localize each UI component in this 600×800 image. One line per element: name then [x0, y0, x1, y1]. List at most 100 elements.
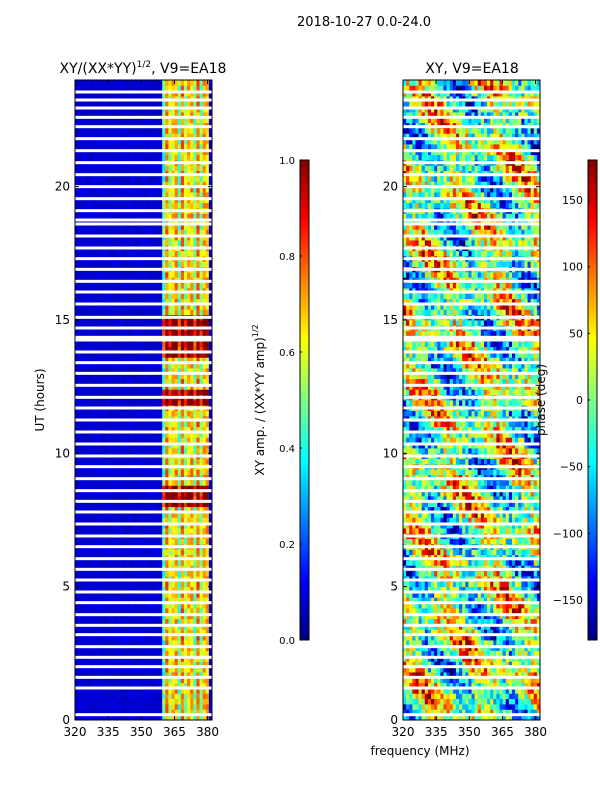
amplitude-cell [183, 602, 188, 609]
amplitude-cell [174, 186, 179, 193]
amplitude-cell [208, 490, 212, 497]
amplitude-cell [99, 688, 104, 694]
amplitude-cell [165, 629, 169, 636]
amplitude-cell [180, 714, 185, 720]
amplitude-cell [124, 176, 129, 182]
amplitude-cell [171, 304, 176, 310]
amplitude-cell [75, 512, 79, 518]
amplitude-cell [118, 602, 123, 609]
amplitude-cell [202, 469, 207, 476]
amplitude-cell [152, 517, 157, 524]
amplitude-cell [106, 362, 110, 369]
amplitude-cell [196, 341, 200, 348]
amplitude-cell [137, 666, 141, 673]
amplitude-cell [199, 592, 204, 598]
amplitude-cell [103, 133, 107, 140]
amplitude-cell [168, 496, 172, 502]
amplitude-cell [96, 176, 101, 182]
amplitude-cell [118, 341, 123, 348]
amplitude-cell [159, 341, 163, 348]
amplitude-cell [81, 410, 85, 417]
amplitude-cell [112, 186, 116, 193]
amplitude-cell [171, 234, 176, 241]
amplitude-cell [127, 496, 132, 502]
amplitude-cell [90, 586, 95, 593]
amplitude-cell [90, 432, 95, 438]
amplitude-cell [159, 698, 163, 705]
amplitude-cell [99, 704, 104, 710]
amplitude-cell [90, 682, 95, 689]
amplitude-cell [90, 138, 95, 145]
amplitude-cell [171, 666, 176, 673]
amplitude-cell [137, 517, 141, 524]
amplitude-cell [205, 688, 210, 694]
amplitude-cell [87, 512, 91, 518]
amplitude-cell [155, 330, 160, 337]
amplitude-cell [146, 490, 151, 497]
amplitude-cell [168, 506, 172, 513]
amplitude-cell [155, 400, 160, 406]
amplitude-cell [171, 197, 176, 204]
amplitude-cell [93, 469, 98, 476]
amplitude-cell [75, 442, 79, 449]
amplitude-cell [81, 693, 85, 700]
amplitude-cell [127, 293, 132, 300]
amplitude-cell [124, 538, 129, 545]
amplitude-cell [146, 517, 151, 524]
amplitude-cell [75, 506, 79, 513]
amplitude-cell [208, 304, 212, 310]
amplitude-cell [152, 186, 157, 193]
amplitude-cell [81, 634, 85, 641]
amplitude-cell [137, 133, 141, 140]
amplitude-cell [118, 154, 123, 161]
amplitude-cell [96, 149, 101, 156]
amplitude-cell [93, 634, 98, 641]
amplitude-cell [171, 437, 176, 444]
amplitude-cell [140, 400, 144, 406]
amplitude-cell [106, 560, 110, 566]
amplitude-cell [196, 592, 200, 598]
amplitude-cell [208, 378, 212, 385]
amplitude-cell [205, 528, 210, 534]
amplitude-cell [127, 677, 132, 684]
amplitude-cell [75, 432, 79, 438]
amplitude-cell [121, 176, 126, 182]
amplitude-cell [124, 384, 129, 390]
amplitude-cell [146, 640, 151, 646]
amplitude-cell [103, 362, 107, 369]
amplitude-cell [190, 410, 194, 417]
amplitude-cell [174, 389, 179, 396]
amplitude-cell [187, 656, 191, 662]
amplitude-cell [177, 128, 182, 134]
amplitude-cell [199, 309, 204, 316]
amplitude-cell [112, 181, 116, 188]
amplitude-cell [165, 197, 169, 204]
amplitude-cell [103, 437, 107, 444]
amplitude-cell [177, 480, 182, 486]
amplitude-cell [103, 352, 107, 358]
amplitude-cell [124, 629, 129, 636]
amplitude-cell [159, 586, 163, 593]
amplitude-cell [168, 656, 172, 662]
amplitude-cell [190, 373, 194, 380]
amplitude-cell [202, 261, 207, 268]
amplitude-cell [99, 517, 104, 524]
amplitude-cell [180, 293, 185, 300]
amplitude-cell [187, 506, 191, 513]
amplitude-cell [187, 640, 191, 646]
amplitude-cell [149, 368, 154, 374]
amplitude-cell [134, 272, 138, 278]
amplitude-cell [87, 704, 91, 710]
amplitude-cell [127, 714, 132, 720]
amplitude-cell [183, 714, 188, 720]
amplitude-cell [202, 133, 207, 140]
amplitude-cell [109, 176, 113, 182]
amplitude-cell [78, 389, 82, 396]
amplitude-cell [196, 480, 200, 486]
amplitude-cell [177, 704, 182, 710]
amplitude-cell [109, 485, 113, 492]
amplitude-cell [78, 538, 82, 545]
amplitude-cell [187, 698, 191, 705]
amplitude-cell [96, 661, 101, 668]
amplitude-cell [96, 512, 101, 518]
